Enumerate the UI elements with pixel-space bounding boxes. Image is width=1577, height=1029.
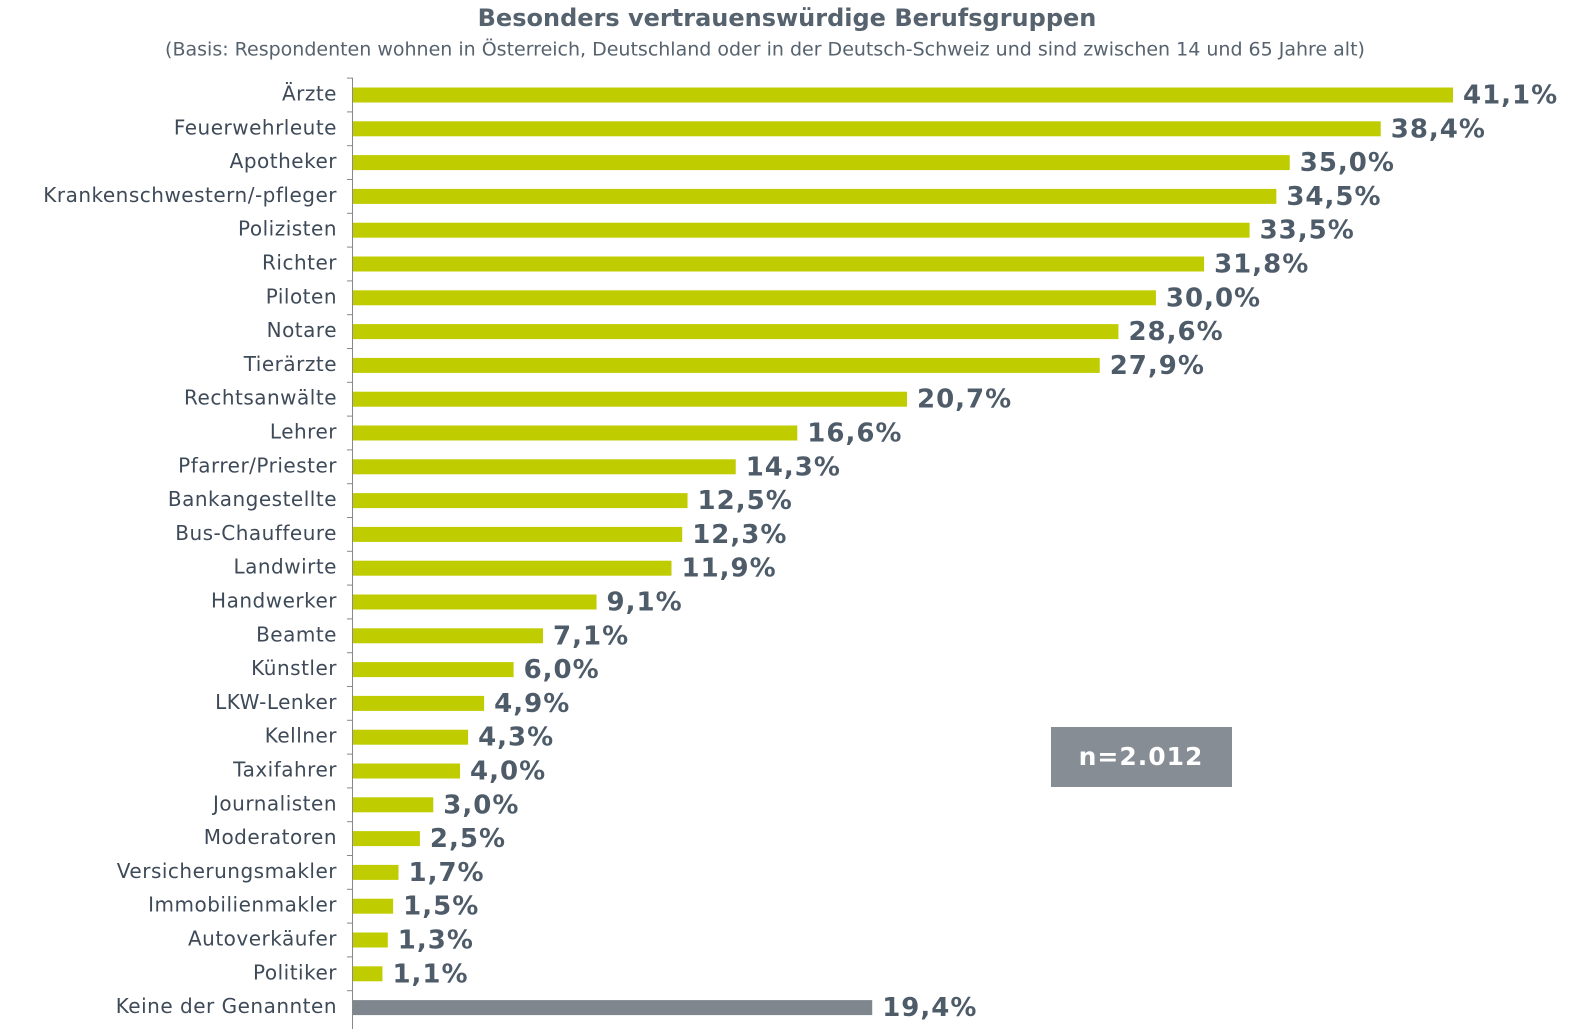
y-tick-label: Künstler <box>251 656 337 680</box>
value-label: 6,0% <box>524 655 600 685</box>
bar <box>353 88 1453 103</box>
bar <box>353 1000 872 1015</box>
y-tick-label: Moderatoren <box>204 825 337 849</box>
y-tick-label: Richter <box>262 251 337 275</box>
y-tick-label: Notare <box>267 318 337 342</box>
bar <box>353 223 1250 238</box>
bar <box>353 865 398 880</box>
value-label: 31,8% <box>1214 250 1309 280</box>
bar <box>353 933 388 948</box>
bar <box>353 121 1381 136</box>
bar <box>353 426 797 441</box>
y-tick-label: LKW-Lenker <box>215 690 337 714</box>
y-tick-label: Politiker <box>253 960 337 984</box>
y-tick-label: Journalisten <box>211 791 337 815</box>
value-label: 30,0% <box>1166 283 1261 313</box>
value-label: 4,3% <box>478 723 554 753</box>
y-tick-label: Pfarrer/Priester <box>178 453 337 477</box>
bar <box>353 696 484 711</box>
y-tick-label: Apotheker <box>230 149 338 173</box>
y-tick-label: Autoverkäufer <box>188 927 337 951</box>
value-label: 41,1% <box>1463 81 1558 111</box>
value-label: 1,3% <box>398 926 474 956</box>
y-tick-label: Piloten <box>266 284 337 308</box>
y-tick-label: Lehrer <box>270 420 337 444</box>
bar <box>353 392 907 407</box>
bar <box>353 324 1118 339</box>
bar <box>353 662 514 677</box>
value-label: 12,5% <box>698 486 793 516</box>
bar <box>353 764 460 779</box>
bar <box>353 527 682 542</box>
value-label: 33,5% <box>1260 216 1355 246</box>
bar <box>353 561 671 576</box>
value-label: 9,1% <box>607 588 683 618</box>
value-label: 4,9% <box>494 689 570 719</box>
y-tick-label: Taxifahrer <box>232 758 337 782</box>
y-tick-label: Ärzte <box>282 82 337 106</box>
bar <box>353 831 420 846</box>
value-label: 3,0% <box>443 790 519 820</box>
value-label: 38,4% <box>1391 114 1486 144</box>
y-tick-label: Keine der Genannten <box>116 994 337 1018</box>
value-label: 2,5% <box>430 824 506 854</box>
value-label: 14,3% <box>746 452 841 482</box>
chart: Besonders vertrauenswürdige Berufsgruppe… <box>0 0 1577 1029</box>
bar <box>353 189 1276 204</box>
bar <box>353 730 468 745</box>
bar <box>353 628 543 643</box>
value-label: 20,7% <box>917 385 1012 415</box>
bar <box>353 797 433 812</box>
bar <box>353 459 736 474</box>
y-tick-label: Polizisten <box>238 217 337 241</box>
value-label: 16,6% <box>807 419 902 449</box>
bar <box>353 966 382 981</box>
y-tick-label: Beamte <box>256 622 337 646</box>
value-label: 7,1% <box>553 621 629 651</box>
y-tick-label: Feuerwehrleute <box>174 115 337 139</box>
value-label: 1,7% <box>408 858 484 888</box>
value-label: 27,9% <box>1110 351 1205 381</box>
y-tick-label: Immobilienmakler <box>148 893 337 917</box>
y-tick-label: Bankangestellte <box>168 487 337 511</box>
value-label: 11,9% <box>681 554 776 584</box>
y-tick-label: Handwerker <box>211 589 337 613</box>
value-label: 28,6% <box>1128 317 1223 347</box>
value-label: 12,3% <box>692 520 787 550</box>
y-tick-label: Landwirte <box>233 555 337 579</box>
annotation: n=2.012 <box>1079 742 1204 771</box>
bar <box>353 290 1156 305</box>
chart-subtitle: (Basis: Respondenten wohnen in Österreic… <box>165 38 1365 61</box>
bar <box>353 257 1204 272</box>
bar <box>353 155 1290 170</box>
y-tick-label: Rechtsanwälte <box>184 386 337 410</box>
y-tick-label: Tierärzte <box>243 352 337 376</box>
value-label: 34,5% <box>1286 182 1381 212</box>
value-label: 19,4% <box>882 993 977 1023</box>
bar <box>353 595 597 610</box>
value-label: 4,0% <box>470 757 546 787</box>
value-label: 1,1% <box>392 959 468 989</box>
bar <box>353 358 1100 373</box>
chart-title: Besonders vertrauenswürdige Berufsgruppe… <box>478 4 1097 32</box>
y-tick-label: Bus-Chauffeure <box>175 521 337 545</box>
value-label: 35,0% <box>1300 148 1395 178</box>
y-tick-label: Kellner <box>265 724 338 748</box>
y-tick-label: Krankenschwestern/-pfleger <box>43 183 337 207</box>
y-tick-label: Versicherungsmakler <box>117 859 337 883</box>
value-label: 1,5% <box>403 892 479 922</box>
bar <box>353 493 688 508</box>
bar <box>353 899 393 914</box>
